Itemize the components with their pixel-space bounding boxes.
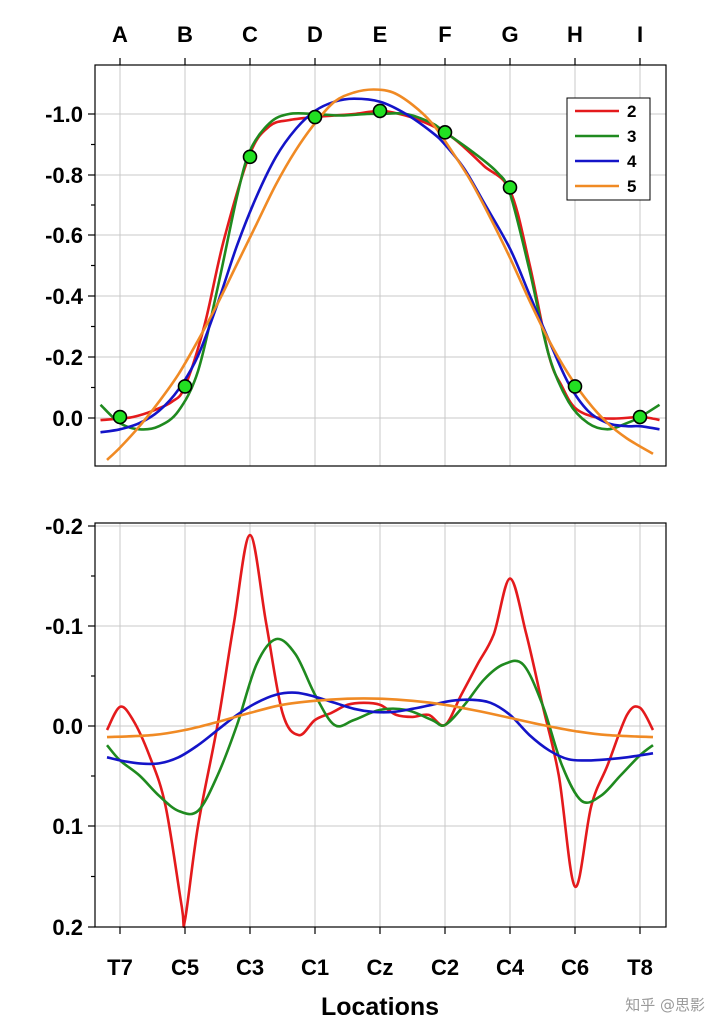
- y-tick-label: 0.1: [52, 814, 83, 839]
- data-point-marker: [632, 409, 648, 425]
- legend-box: [566, 97, 651, 201]
- y-tick-label: 0.2: [52, 915, 83, 940]
- x-tick-label-c5: C5: [171, 955, 199, 980]
- y-tick-label: -0.8: [45, 163, 83, 188]
- top-category-label-e: E: [373, 22, 388, 47]
- data-point-marker: [372, 103, 388, 119]
- legend-label-3: 3: [627, 127, 636, 146]
- top-category-label-g: G: [501, 22, 518, 47]
- x-tick-label-t8: T8: [627, 955, 653, 980]
- axes-layer: A B C D E F G H I -1.0 -0.8 -0.6 -0.4 -0.2 0.0 T7 C5 C3 C1…: [45, 22, 667, 980]
- data-point-marker: [502, 180, 518, 195]
- legend-label-2: 2: [627, 102, 636, 121]
- data-point-marker: [567, 379, 583, 394]
- y-tick-label: -1.0: [45, 102, 83, 127]
- x-tick-label-t7: T7: [107, 955, 133, 980]
- marker-layer: [112, 103, 648, 425]
- top-category-label-b: B: [177, 22, 193, 47]
- data-point-marker: [242, 149, 258, 165]
- plot-frame: [94, 64, 667, 467]
- top-category-label-d: D: [307, 22, 323, 47]
- data-point-marker: [307, 109, 323, 125]
- top-category-label-a: A: [112, 22, 128, 47]
- top-category-label-i: I: [637, 22, 643, 47]
- plot-frame: [94, 522, 667, 928]
- data-point-marker: [112, 409, 128, 425]
- data-point-marker: [177, 379, 193, 394]
- legend-label-5: 5: [627, 177, 636, 196]
- x-tick-label-c1: C1: [301, 955, 329, 980]
- series-line-3: [106, 637, 654, 816]
- x-tick-label-cz: Cz: [367, 955, 394, 980]
- data-point-marker: [437, 125, 453, 140]
- x-tick-label-c2: C2: [431, 955, 459, 980]
- y-tick-label: 0.0: [52, 406, 83, 431]
- legend: 2 3 4 5: [566, 97, 651, 201]
- series-line-5: [106, 697, 654, 739]
- y-tick-label: -0.6: [45, 223, 83, 248]
- y-tick-label: -0.1: [45, 614, 83, 639]
- x-tick-label-c4: C4: [496, 955, 525, 980]
- series-line-5: [106, 88, 654, 461]
- y-tick-label: -0.4: [45, 284, 84, 309]
- y-tick-label: -0.2: [45, 514, 83, 539]
- x-axis-title: Locations: [321, 993, 439, 1021]
- y-tick-label: -0.2: [45, 345, 83, 370]
- series-line-4: [106, 691, 654, 766]
- x-tick-label-c6: C6: [561, 955, 589, 980]
- watermark: 知乎 @思影: [625, 996, 705, 1014]
- top-category-label-c: C: [242, 22, 258, 47]
- series-line-2: [105, 533, 655, 928]
- y-tick-label: 0.0: [52, 714, 83, 739]
- top-category-label-f: F: [438, 22, 451, 47]
- x-tick-label-c3: C3: [236, 955, 264, 980]
- legend-label-4: 4: [627, 152, 637, 171]
- top-category-label-h: H: [567, 22, 583, 47]
